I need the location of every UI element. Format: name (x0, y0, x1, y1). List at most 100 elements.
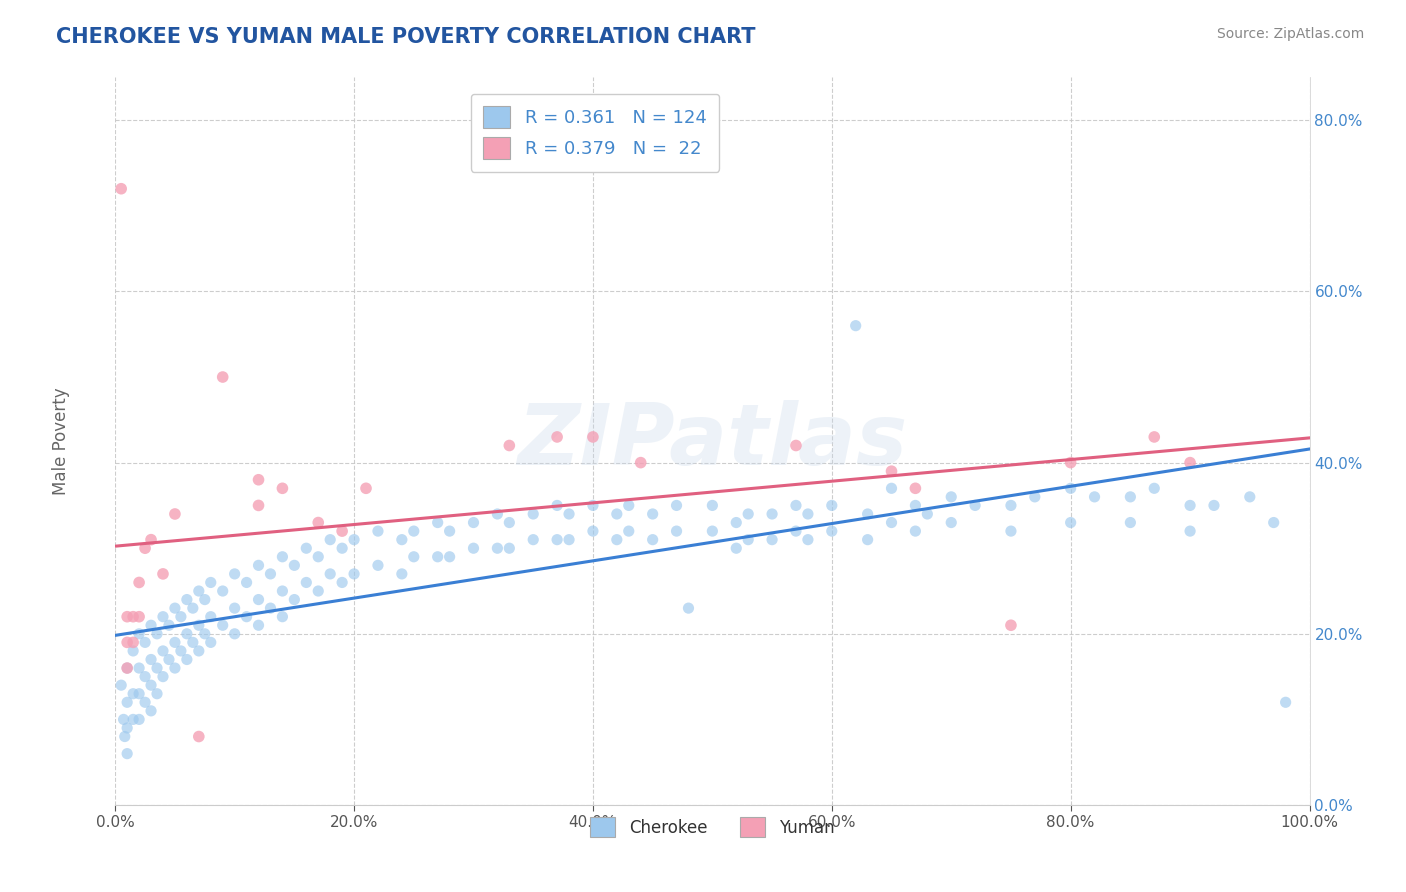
Point (785, 438, 807, 452)
Point (1143, 430, 1166, 444)
Point (235, 575, 257, 590)
Point (271, 584, 294, 599)
Point (880, 464, 903, 478)
Point (1143, 481, 1166, 495)
Point (271, 549, 294, 564)
Point (319, 533, 342, 547)
Text: Male Poverty: Male Poverty (52, 387, 70, 495)
Point (821, 499, 844, 513)
Point (134, 695, 156, 709)
Point (211, 618, 233, 632)
Point (917, 507, 939, 521)
Point (1000, 499, 1022, 513)
Point (522, 507, 544, 521)
Point (1119, 516, 1142, 530)
Point (114, 730, 136, 744)
Point (259, 566, 281, 581)
Point (307, 584, 329, 599)
Point (582, 524, 605, 538)
Point (498, 516, 520, 530)
Point (845, 318, 868, 333)
Point (115, 695, 138, 709)
Point (115, 721, 138, 735)
Point (128, 609, 150, 624)
Point (259, 601, 281, 615)
Point (665, 524, 688, 538)
Point (797, 533, 820, 547)
Point (187, 644, 209, 658)
Point (558, 507, 581, 521)
Point (122, 635, 145, 649)
Point (546, 430, 568, 444)
Point (558, 533, 581, 547)
Point (904, 499, 927, 513)
Point (1059, 456, 1081, 470)
Point (1178, 456, 1201, 470)
Point (170, 644, 193, 658)
Point (235, 609, 257, 624)
Point (187, 730, 209, 744)
Point (176, 592, 198, 607)
Point (402, 549, 425, 564)
Point (880, 481, 903, 495)
Point (139, 704, 162, 718)
Point (1059, 516, 1081, 530)
Point (330, 541, 353, 556)
Point (582, 499, 605, 513)
Point (247, 499, 270, 513)
Point (307, 549, 329, 564)
Point (1239, 490, 1261, 504)
Point (391, 566, 413, 581)
Point (737, 507, 759, 521)
Point (122, 687, 145, 701)
Point (139, 678, 162, 692)
Point (821, 524, 844, 538)
Point (761, 533, 783, 547)
Point (617, 499, 640, 513)
Point (582, 430, 605, 444)
Point (295, 575, 318, 590)
Point (367, 524, 389, 538)
Point (163, 601, 186, 615)
Point (163, 507, 186, 521)
Point (546, 499, 568, 513)
Point (200, 575, 222, 590)
Point (343, 566, 366, 581)
Point (665, 499, 688, 513)
Point (139, 618, 162, 632)
Point (187, 584, 209, 599)
Point (785, 499, 807, 513)
Point (463, 516, 485, 530)
Point (110, 182, 132, 196)
Point (211, 370, 233, 384)
Point (941, 516, 963, 530)
Point (115, 661, 138, 675)
Point (122, 609, 145, 624)
Point (1000, 618, 1022, 632)
Point (486, 541, 509, 556)
Point (606, 507, 628, 521)
Point (134, 541, 156, 556)
Point (224, 566, 246, 581)
Point (737, 533, 759, 547)
Point (702, 524, 724, 538)
Point (115, 635, 138, 649)
Point (498, 438, 520, 452)
Point (761, 507, 783, 521)
Point (128, 575, 150, 590)
Point (354, 481, 377, 495)
Point (725, 516, 748, 530)
Point (856, 533, 879, 547)
Point (1083, 490, 1105, 504)
Point (785, 524, 807, 538)
Point (181, 635, 204, 649)
Point (1263, 516, 1285, 530)
Point (200, 609, 222, 624)
Point (295, 541, 318, 556)
Point (1202, 499, 1225, 513)
Point (152, 644, 174, 658)
Point (617, 524, 640, 538)
Point (247, 592, 270, 607)
Point (224, 627, 246, 641)
Point (152, 670, 174, 684)
